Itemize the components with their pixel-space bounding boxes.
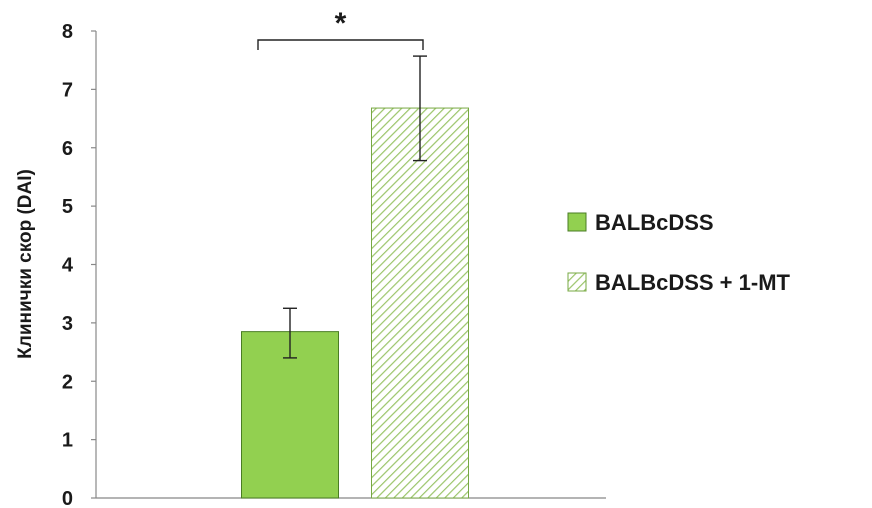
legend-swatch <box>567 272 587 292</box>
legend-label: BALBcDSS <box>595 210 714 235</box>
y-axis-label: Клинички скор (DAI) <box>15 169 36 359</box>
y-tick-label: 4 <box>62 255 74 277</box>
significance-bracket: * <box>257 7 424 50</box>
y-tick-label: 7 <box>62 79 73 101</box>
y-tick-label: 5 <box>62 196 73 218</box>
axes: 0 1 2 3 4 5 6 7 8 <box>62 21 606 508</box>
y-tick-label: 2 <box>62 371 73 393</box>
bar-balbcdss <box>241 331 339 499</box>
y-tick-label: 1 <box>62 430 73 452</box>
significance-bracket-line <box>257 39 424 50</box>
legend: BALBcDSS BALBcDSS + 1-MT <box>567 210 791 295</box>
bar-balbcdss-1mt <box>371 107 469 499</box>
legend-swatch <box>567 212 587 232</box>
y-tick-label: 8 <box>62 21 73 43</box>
significance-marker: * <box>335 7 347 40</box>
y-tick-label: 0 <box>62 488 73 508</box>
y-tick-label: 3 <box>62 313 73 335</box>
bars <box>241 107 469 499</box>
legend-label: BALBcDSS + 1-MT <box>595 270 791 295</box>
y-tick-label: 6 <box>62 138 73 160</box>
error-bars <box>283 55 427 359</box>
